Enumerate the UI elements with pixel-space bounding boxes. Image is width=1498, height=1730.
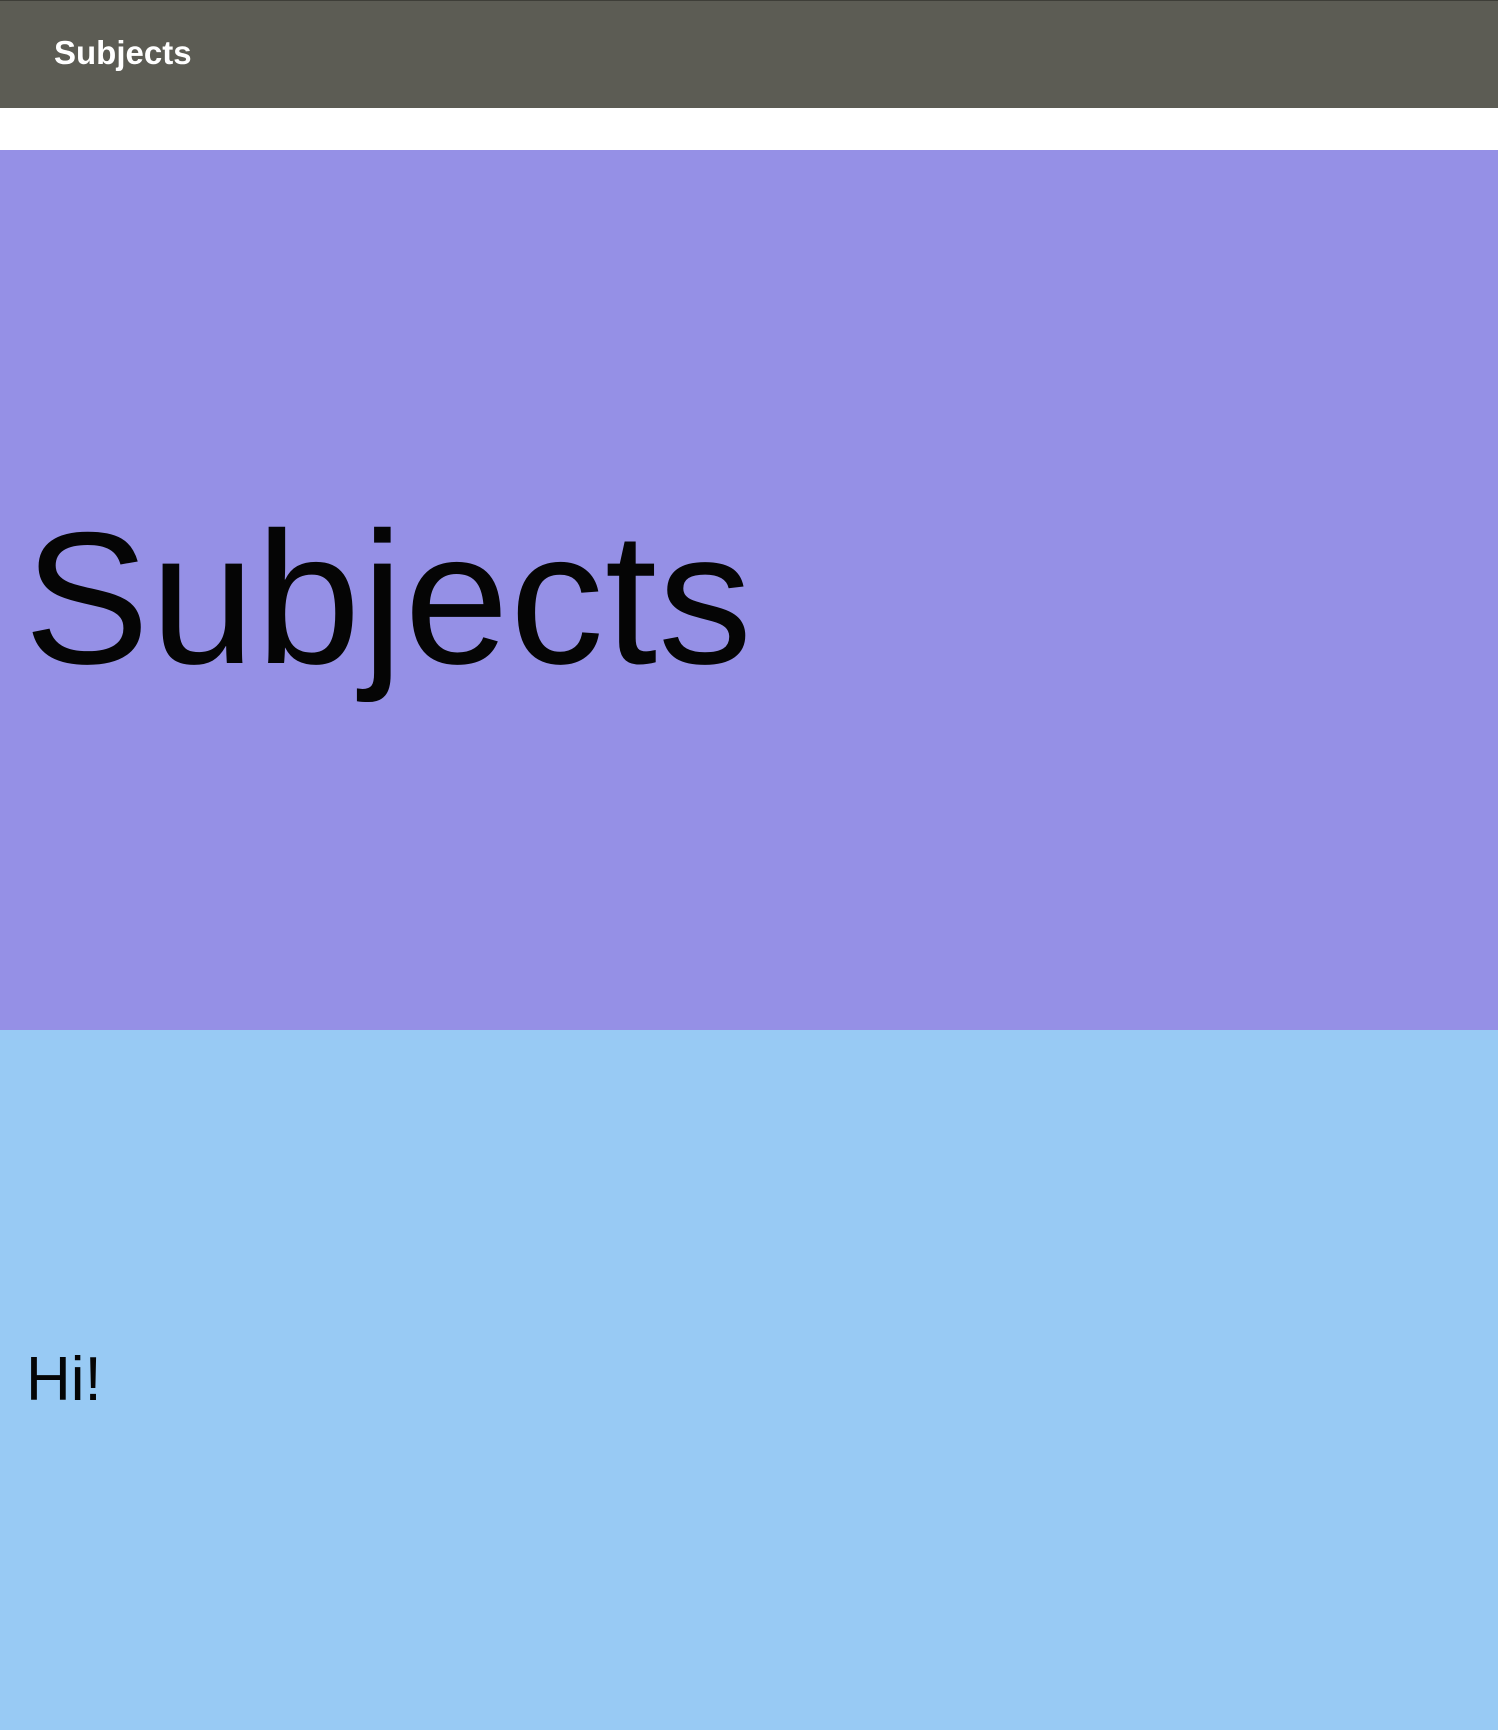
greeting-text: Hi!: [26, 1345, 102, 1414]
subjects-panel[interactable]: [0, 150, 1498, 1030]
top-spacer: [0, 108, 1498, 150]
app-bar-title: Subjects: [54, 34, 192, 71]
subjects-heading: Subjects: [24, 493, 754, 703]
app-bar: Subjects: [0, 0, 1498, 108]
greeting-panel[interactable]: [0, 1030, 1498, 1730]
